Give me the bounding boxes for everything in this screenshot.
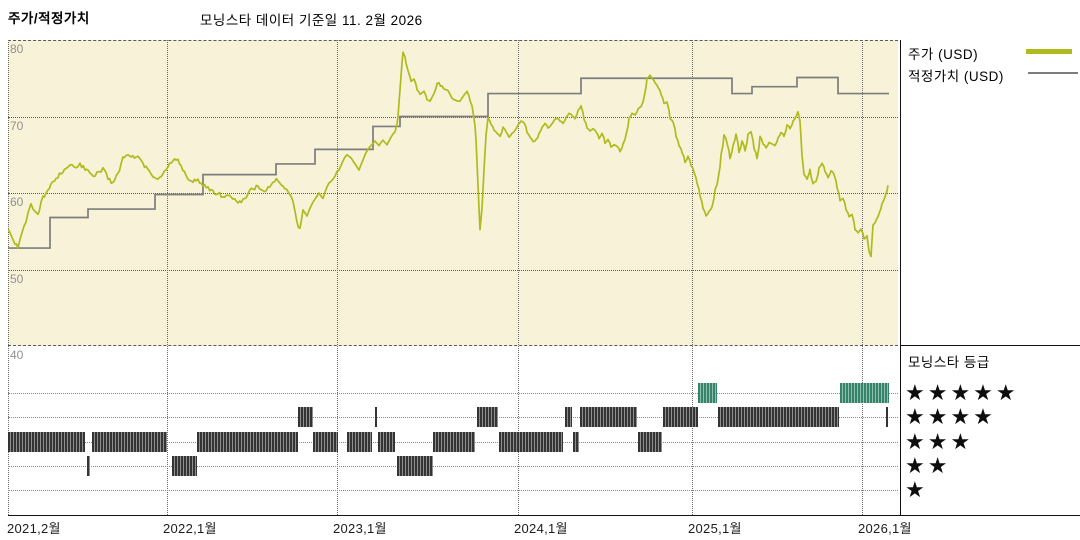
fair-value-legend-swatch bbox=[1028, 72, 1078, 74]
rating-panel-divider bbox=[900, 345, 1080, 346]
y-gridline-50 bbox=[8, 269, 898, 271]
y-tick-label-40: 40 bbox=[10, 348, 24, 362]
star-rating-row-4: ★★★★ bbox=[905, 404, 996, 429]
rating-segment-4star bbox=[565, 407, 572, 427]
price-line-chart bbox=[8, 51, 889, 258]
star-rating-row-2: ★★ bbox=[905, 453, 951, 478]
price-line bbox=[8, 51, 889, 258]
rating-row-line-1star bbox=[8, 490, 898, 491]
rating-segment-4star bbox=[886, 407, 888, 427]
rating-segment-4star bbox=[375, 407, 377, 427]
rating-segment-3star bbox=[92, 432, 167, 452]
rating-segment-4star bbox=[580, 407, 637, 427]
rating-segment-2star bbox=[397, 456, 433, 476]
x-tick-label: 2026,1월 bbox=[858, 521, 912, 536]
y-tick-label-50: 50 bbox=[10, 271, 24, 286]
rating-segment-4star bbox=[298, 407, 313, 427]
fair-value-line bbox=[8, 76, 889, 249]
rating-segment-4star bbox=[477, 407, 498, 427]
x-gridline-2023,1월 bbox=[337, 40, 338, 515]
x-tick-label: 2022,1월 bbox=[163, 521, 217, 536]
rating-row-line-2star bbox=[8, 466, 898, 467]
legend-panel-divider bbox=[900, 40, 901, 515]
rating-legend-title: 모닝스타 등급 bbox=[908, 355, 990, 370]
star-rating-row-1: ★ bbox=[905, 477, 928, 502]
rating-segment-3star bbox=[433, 432, 475, 452]
x-tick-label: 2024,1월 bbox=[514, 521, 568, 536]
x-tick-label: 2025,1월 bbox=[688, 521, 742, 536]
plot-left-edge bbox=[8, 40, 9, 515]
legend-price-label: 주가 (USD) bbox=[908, 47, 979, 62]
y-tick-label-60: 60 bbox=[10, 195, 24, 209]
rating-segment-2star bbox=[172, 456, 197, 476]
y-tick-label-80: 80 bbox=[10, 42, 24, 56]
rating-segment-3star bbox=[313, 432, 338, 452]
y-tick-label-70: 70 bbox=[10, 118, 24, 133]
x-axis-line bbox=[8, 515, 1080, 516]
rating-segment-2star bbox=[87, 456, 90, 476]
rating-segment-3star bbox=[638, 432, 662, 452]
x-gridline-2022,1월 bbox=[167, 40, 168, 515]
x-tick-label: 2023,1월 bbox=[333, 521, 387, 536]
rating-segment-3star bbox=[378, 432, 395, 452]
rating-segment-5star bbox=[698, 383, 717, 403]
star-rating-row-5: ★★★★★ bbox=[905, 380, 1019, 405]
rating-segment-4star bbox=[718, 407, 839, 427]
price-legend-swatch bbox=[1026, 49, 1072, 54]
rating-segment-3star bbox=[8, 432, 85, 452]
x-gridline-2025,1월 bbox=[692, 40, 693, 515]
rating-row-line-5star bbox=[8, 393, 898, 394]
x-tick-label: 2021,2월 bbox=[7, 521, 61, 536]
legend-fair-value-label: 적정가치 (USD) bbox=[908, 69, 1004, 84]
rating-segment-3star bbox=[499, 432, 563, 452]
x-gridline-2026,1월 bbox=[862, 40, 863, 515]
x-gridline-2024,1월 bbox=[518, 40, 519, 515]
rating-row-line-4star bbox=[8, 417, 898, 418]
data-as-of-label: 모닝스타 데이터 기준일 11. 2월 2026 bbox=[200, 13, 423, 28]
rating-segment-3star bbox=[197, 432, 298, 452]
rating-segment-3star bbox=[573, 432, 579, 452]
rating-segment-4star bbox=[663, 407, 698, 427]
y-gridline-60 bbox=[8, 193, 898, 194]
rating-segment-5star bbox=[840, 383, 889, 403]
page-title: 주가/적정가치 bbox=[8, 11, 90, 26]
star-rating-row-3: ★★★ bbox=[905, 429, 974, 454]
rating-segment-3star bbox=[347, 432, 372, 452]
